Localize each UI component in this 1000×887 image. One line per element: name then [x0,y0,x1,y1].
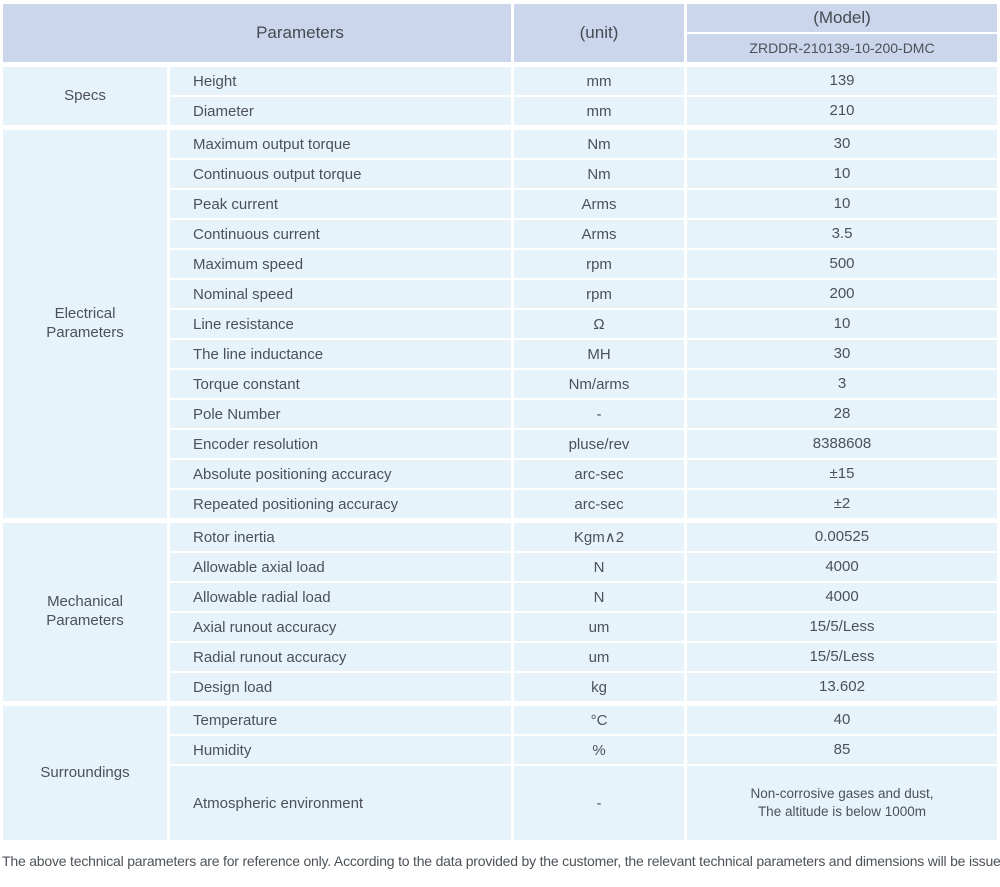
section-surroundings: Surroundings Temperature °C 40 Humidity … [3,706,997,840]
value-cell: 30 [687,340,997,368]
unit-cell: Nm [514,160,684,188]
spec-table: Parameters (unit) (Model) ZRDDR-210139-1… [3,4,997,840]
param-cell: Pole Number [170,400,511,428]
unit-cell: kg [514,673,684,701]
unit-cell: N [514,583,684,611]
unit-cell: Kgm∧2 [514,523,684,551]
param-cell: Repeated positioning accuracy [170,490,511,518]
value-cell: 85 [687,736,997,764]
value-cell: 10 [687,190,997,218]
header-model-label: (Model) [687,4,997,32]
unit-cell: N [514,553,684,581]
unit-cell: °C [514,706,684,734]
param-cell: Temperature [170,706,511,734]
category-cell: Mechanical Parameters [3,523,167,701]
value-cell: 3 [687,370,997,398]
value-cell: 0.00525 [687,523,997,551]
value-cell: 4000 [687,583,997,611]
value-cell: ±2 [687,490,997,518]
value-cell: ±15 [687,460,997,488]
unit-cell: % [514,736,684,764]
unit-cell: rpm [514,280,684,308]
header-parameters: Parameters [3,4,511,62]
value-cell: 28 [687,400,997,428]
unit-cell: MH [514,340,684,368]
header-model-value: ZRDDR-210139-10-200-DMC [687,34,997,62]
value-cell: 139 [687,67,997,95]
unit-cell: mm [514,97,684,125]
value-cell: 200 [687,280,997,308]
value-cell: 10 [687,160,997,188]
unit-cell: - [514,400,684,428]
param-cell: Continuous current [170,220,511,248]
param-cell: The line inductance [170,340,511,368]
value-cell: 13.602 [687,673,997,701]
param-cell: Rotor inertia [170,523,511,551]
unit-cell: um [514,613,684,641]
value-cell: 8388608 [687,430,997,458]
unit-cell: Arms [514,190,684,218]
section-electrical: Electrical Parameters Maximum output tor… [3,130,997,518]
param-cell: Atmospheric environment [170,766,511,840]
section-mechanical: Mechanical Parameters Rotor inertia Kgm∧… [3,523,997,701]
value-cell: 4000 [687,553,997,581]
param-cell: Encoder resolution [170,430,511,458]
unit-cell: - [514,766,684,840]
value-cell: 30 [687,130,997,158]
value-cell: 3.5 [687,220,997,248]
header-model-group: (Model) ZRDDR-210139-10-200-DMC [687,4,997,62]
param-cell: Torque constant [170,370,511,398]
unit-cell: Nm/arms [514,370,684,398]
header-unit: (unit) [514,4,684,62]
param-cell: Allowable axial load [170,553,511,581]
value-cell: 15/5/Less [687,613,997,641]
unit-cell: arc-sec [514,490,684,518]
param-cell: Design load [170,673,511,701]
unit-cell: Nm [514,130,684,158]
value-cell: 15/5/Less [687,643,997,671]
value-cell: 500 [687,250,997,278]
unit-cell: pluse/rev [514,430,684,458]
param-cell: Humidity [170,736,511,764]
section-specs: Specs Height mm 139 Diameter mm 210 [3,67,997,125]
table-header: Parameters (unit) (Model) ZRDDR-210139-1… [3,4,997,62]
value-cell: 210 [687,97,997,125]
value-cell: 40 [687,706,997,734]
param-cell: Axial runout accuracy [170,613,511,641]
category-cell: Electrical Parameters [3,130,167,518]
param-cell: Line resistance [170,310,511,338]
param-cell: Radial runout accuracy [170,643,511,671]
unit-cell: arc-sec [514,460,684,488]
param-cell: Diameter [170,97,511,125]
unit-cell: um [514,643,684,671]
value-cell: 10 [687,310,997,338]
param-cell: Peak current [170,190,511,218]
unit-cell: rpm [514,250,684,278]
param-cell: Absolute positioning accuracy [170,460,511,488]
param-cell: Height [170,67,511,95]
param-cell: Maximum speed [170,250,511,278]
unit-cell: Ω [514,310,684,338]
param-cell: Nominal speed [170,280,511,308]
param-cell: Maximum output torque [170,130,511,158]
param-cell: Allowable radial load [170,583,511,611]
unit-cell: Arms [514,220,684,248]
value-cell: Non-corrosive gases and dust, The altitu… [687,766,997,840]
unit-cell: mm [514,67,684,95]
footnote: The above technical parameters are for r… [2,853,1000,869]
param-cell: Continuous output torque [170,160,511,188]
category-cell: Specs [3,67,167,125]
category-cell: Surroundings [3,706,167,840]
